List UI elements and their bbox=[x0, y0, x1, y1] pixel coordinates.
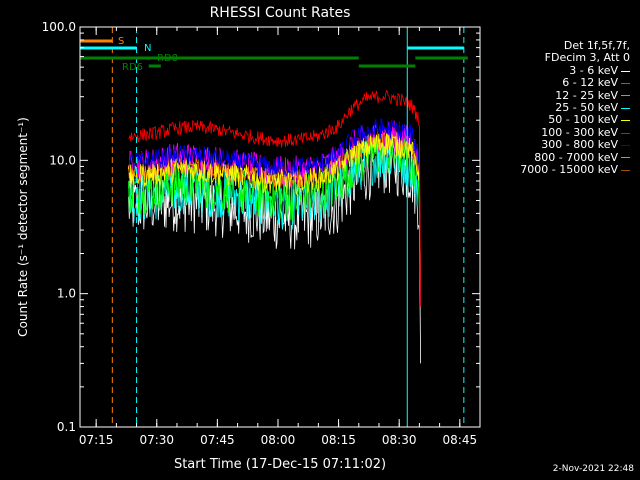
chart-title: RHESSI Count Rates bbox=[210, 5, 351, 21]
flag-label-n: N bbox=[144, 43, 151, 54]
legend-label: 3 - 6 keV bbox=[569, 63, 618, 77]
legend-swatch bbox=[621, 82, 630, 84]
x-tick-label: 08:45 bbox=[443, 433, 478, 447]
x-tick-label: 08:15 bbox=[321, 433, 356, 447]
legend-entry: 50 - 100 keV bbox=[470, 114, 630, 126]
x-tick-label: 07:30 bbox=[139, 433, 174, 447]
legend-header-detectors: Det 1f,5f,7f, bbox=[563, 39, 630, 52]
legend-entry: 3 - 6 keV bbox=[470, 63, 630, 77]
flag-label-rd6: RD6 bbox=[122, 62, 143, 73]
axis-layer: 07:15 07:30 07:45 08:00 08:15 08:30 08:45 0.1 1.… bbox=[42, 20, 481, 447]
legend-swatch bbox=[621, 107, 630, 109]
legend-label: 800 - 7000 keV bbox=[534, 150, 618, 164]
legend-label: 100 - 300 keV bbox=[541, 125, 618, 139]
legend: Det 1f,5f,7f, FDecim 3, Att 0 3 - 6 keV 6… bbox=[470, 39, 630, 177]
y-tick-label: 1.0 bbox=[57, 287, 76, 301]
flag-label-rd8: RD8 bbox=[157, 53, 178, 64]
timestamp: 2-Nov-2021 22:48 bbox=[552, 464, 634, 474]
legend-entry: 25 - 50 keV bbox=[470, 101, 630, 115]
series-line-100-300keV bbox=[128, 89, 421, 307]
x-tick-label: 07:15 bbox=[79, 433, 114, 447]
x-tick-label: 08:00 bbox=[261, 433, 296, 447]
x-axis-label: Start Time (17-Dec-15 07:11:02) bbox=[174, 457, 386, 472]
series-line-12-25keV bbox=[128, 131, 421, 307]
series-line-300-800keV bbox=[128, 117, 421, 307]
legend-swatch bbox=[621, 120, 630, 122]
y-tick-label: 10.0 bbox=[49, 153, 76, 167]
plot-frame bbox=[79, 26, 481, 428]
legend-entry: 100 - 300 keV bbox=[470, 125, 630, 139]
legend-label: 50 - 100 keV bbox=[548, 113, 618, 127]
legend-header-decim: FDecim 3, Att 0 bbox=[544, 51, 630, 65]
legend-swatch bbox=[621, 144, 630, 146]
legend-swatch bbox=[621, 169, 630, 171]
x-tick-label: 08:30 bbox=[382, 433, 417, 447]
flag-label-s: S bbox=[118, 36, 124, 47]
legend-entry: 300 - 800 keV bbox=[470, 138, 630, 152]
legend-entry: 7000 - 15000 keV bbox=[470, 163, 630, 177]
legend-label: 300 - 800 keV bbox=[541, 138, 618, 152]
y-tick-label: 0.1 bbox=[57, 420, 76, 434]
legend-swatch bbox=[621, 157, 630, 159]
legend-label: 12 - 25 keV bbox=[555, 88, 618, 102]
series-layer bbox=[128, 89, 421, 364]
legend-swatch bbox=[621, 95, 630, 97]
legend-label: 7000 - 15000 keV bbox=[520, 163, 618, 177]
legend-label: 25 - 50 keV bbox=[555, 101, 618, 115]
y-tick-label: 100.0 bbox=[42, 20, 76, 34]
x-tick-label: 07:45 bbox=[200, 433, 235, 447]
legend-entries: 3 - 6 keV 6 - 12 keV 12 - 25 keV 25 - 50 ke… bbox=[470, 63, 630, 177]
legend-swatch bbox=[621, 70, 630, 72]
legend-entry: 800 - 7000 keV bbox=[470, 150, 630, 164]
legend-entry: 6 - 12 keV bbox=[470, 76, 630, 90]
y-axis-label: Count Rate (s⁻¹ detector segment⁻¹) bbox=[16, 117, 30, 337]
legend-entry: 12 - 25 keV bbox=[470, 88, 630, 102]
legend-swatch bbox=[621, 132, 630, 134]
legend-label: 6 - 12 keV bbox=[562, 76, 618, 90]
